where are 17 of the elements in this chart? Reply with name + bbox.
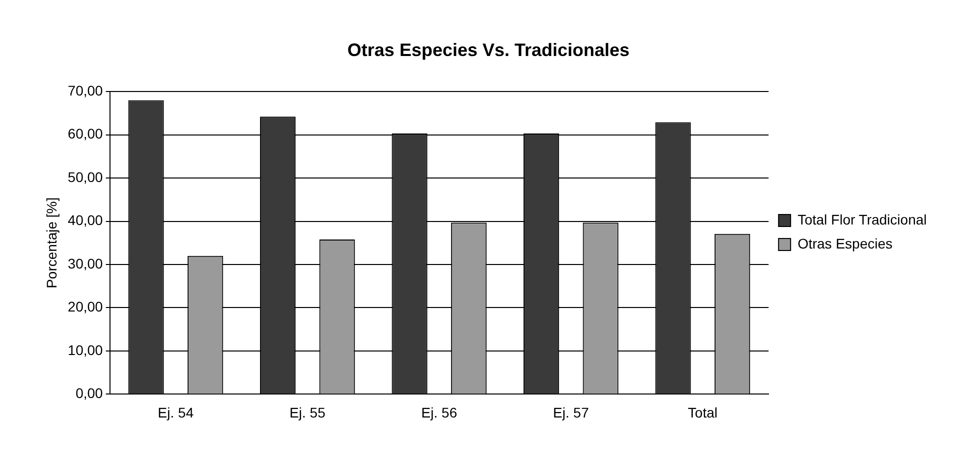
y-tick-label: 0,00	[76, 385, 104, 402]
y-tick-label: 60,00	[68, 126, 104, 142]
x-tick-label: Ej. 55	[290, 404, 326, 420]
x-tick-label: Ej. 56	[421, 404, 458, 420]
chart-title: Otras Especies Vs. Tradicionales	[347, 40, 630, 60]
y-tick-label: 50,00	[68, 168, 104, 185]
legend-label: Total Flor Tradicional	[798, 211, 927, 228]
y-tick-label: 40,00	[68, 212, 104, 228]
x-tick-label: Ej. 57	[553, 404, 590, 420]
y-tick-label: 10,00	[68, 342, 104, 358]
x-tick-label: Total	[688, 404, 718, 420]
y-tick-label: 70,00	[68, 82, 104, 98]
legend-label: Otras Especies	[798, 235, 893, 252]
y-tick-label: 30,00	[68, 255, 104, 272]
y-axis-title: Porcentaje [%]	[43, 197, 60, 288]
x-tick-label: Ej. 54	[158, 404, 194, 420]
y-tick-label: 20,00	[68, 298, 104, 315]
